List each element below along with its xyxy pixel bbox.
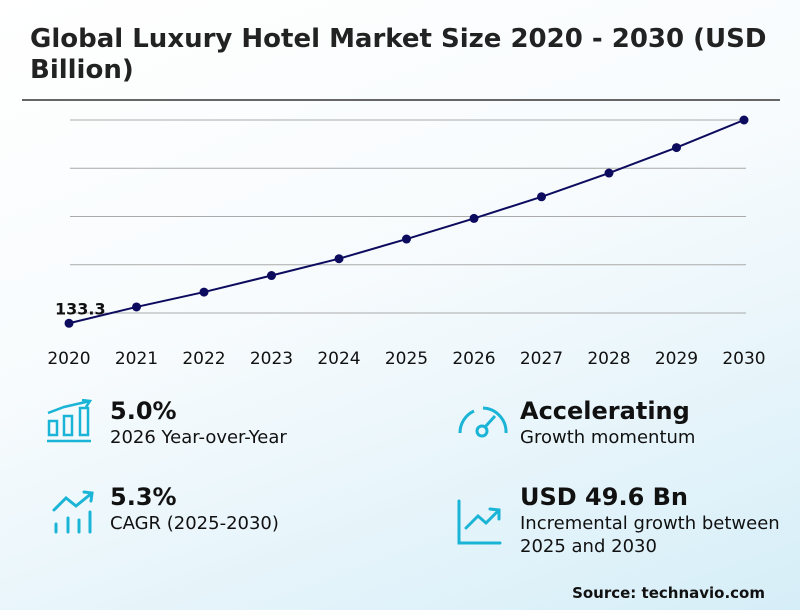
stat-value: 5.0% bbox=[110, 397, 177, 425]
data-point bbox=[64, 318, 74, 328]
x-tick-label: 2023 bbox=[250, 349, 293, 369]
x-tick-label: 2030 bbox=[722, 349, 765, 369]
stat-value: Accelerating bbox=[520, 397, 690, 425]
chart-title: Global Luxury Hotel Market Size 2020 - 2… bbox=[30, 24, 767, 85]
data-label: 133.3 bbox=[55, 299, 106, 318]
source-credit: Source: technavio.com bbox=[572, 584, 765, 602]
title-divider bbox=[22, 99, 780, 101]
x-tick-label: 2022 bbox=[182, 349, 225, 369]
data-point bbox=[199, 287, 209, 297]
stat-value: USD 49.6 Bn bbox=[520, 483, 688, 511]
speedometer-icon bbox=[458, 406, 508, 438]
stat-incremental: USD 49.6 Bn Incremental growth between 2… bbox=[520, 482, 780, 558]
data-point bbox=[267, 271, 276, 281]
stat-yoy: 5.0% 2026 Year-over-Year bbox=[110, 396, 287, 449]
stat-value: 5.3% bbox=[110, 483, 177, 511]
stat-label: Growth momentum bbox=[520, 427, 696, 448]
data-point bbox=[672, 143, 681, 153]
line-chart: 2020 2021 2022 2023 2024 2025 2026 2027 2028 2029… bbox=[47, 115, 766, 369]
stat-momentum: Accelerating Growth momentum bbox=[520, 396, 695, 449]
data-point bbox=[739, 115, 749, 125]
x-tick-label: 2025 bbox=[385, 349, 428, 369]
data-point bbox=[132, 302, 141, 312]
x-tick-label: 2028 bbox=[587, 349, 630, 369]
stat-label: Incremental growth between 2025 and 2030 bbox=[520, 513, 780, 557]
data-point bbox=[402, 234, 411, 244]
x-tick-label: 2027 bbox=[520, 349, 563, 369]
stat-label: 2026 Year-over-Year bbox=[110, 427, 287, 448]
data-point bbox=[469, 213, 479, 223]
data-point bbox=[334, 254, 344, 264]
x-tick-label: 2024 bbox=[317, 349, 360, 369]
series-line bbox=[68, 119, 745, 325]
stat-cagr: 5.3% CAGR (2025-2030) bbox=[110, 482, 279, 535]
x-tick-label: 2029 bbox=[655, 349, 698, 369]
line-chart-up-icon bbox=[457, 499, 502, 545]
stat-label: CAGR (2025-2030) bbox=[110, 513, 279, 534]
x-tick-label: 2026 bbox=[452, 349, 495, 369]
x-tick-label: 2021 bbox=[115, 349, 158, 369]
x-tick-label: 2020 bbox=[47, 349, 90, 369]
data-point bbox=[604, 168, 614, 178]
bar-chart-growth-icon bbox=[47, 399, 93, 443]
trend-up-bars-icon bbox=[52, 490, 94, 534]
data-point bbox=[537, 192, 546, 202]
